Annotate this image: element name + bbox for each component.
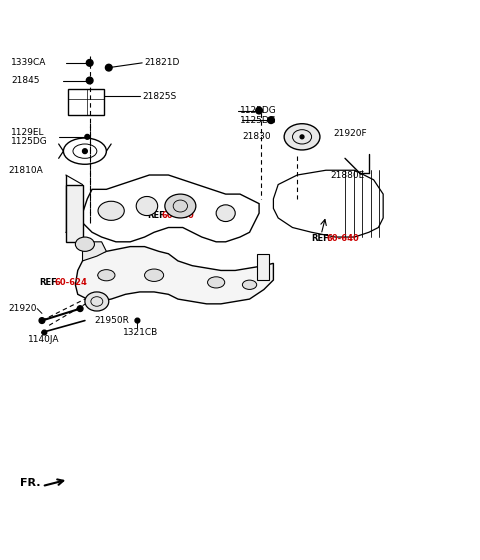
Text: 21845: 21845 — [11, 76, 39, 85]
Circle shape — [256, 108, 263, 114]
Text: 21821D: 21821D — [144, 58, 180, 67]
Polygon shape — [257, 254, 269, 280]
Text: 60-624: 60-624 — [54, 278, 87, 287]
Text: REF.: REF. — [147, 211, 167, 220]
Circle shape — [268, 117, 275, 123]
Text: 1125DG: 1125DG — [11, 137, 48, 146]
Ellipse shape — [136, 197, 157, 216]
Text: 21825S: 21825S — [142, 92, 177, 101]
Circle shape — [77, 306, 83, 311]
Text: 1125DG: 1125DG — [240, 115, 277, 125]
Text: FR.: FR. — [21, 478, 41, 488]
Circle shape — [300, 135, 304, 139]
Polygon shape — [83, 242, 107, 261]
Polygon shape — [75, 246, 274, 304]
Circle shape — [42, 330, 47, 335]
Text: 1125DG: 1125DG — [240, 106, 277, 115]
Ellipse shape — [242, 280, 257, 290]
Text: 21810A: 21810A — [9, 166, 43, 175]
Ellipse shape — [98, 201, 124, 220]
Ellipse shape — [284, 124, 320, 150]
Text: 21950R: 21950R — [95, 316, 129, 325]
Ellipse shape — [75, 237, 95, 251]
Text: 21880E: 21880E — [331, 170, 365, 180]
Polygon shape — [66, 185, 83, 242]
Circle shape — [106, 64, 112, 71]
Text: REF.: REF. — [312, 234, 331, 242]
Text: 21920F: 21920F — [333, 128, 367, 138]
Text: 60-640: 60-640 — [162, 211, 194, 220]
Text: REF.: REF. — [39, 278, 60, 287]
Circle shape — [86, 77, 93, 84]
Bar — [68, 89, 104, 115]
Ellipse shape — [98, 270, 115, 281]
Circle shape — [135, 318, 140, 323]
Ellipse shape — [207, 277, 225, 288]
Circle shape — [83, 149, 87, 153]
Text: 21920: 21920 — [9, 304, 37, 313]
Text: 1129EL: 1129EL — [11, 128, 45, 137]
Ellipse shape — [216, 205, 235, 222]
Circle shape — [85, 134, 90, 139]
Text: 60-640: 60-640 — [326, 234, 359, 242]
Text: 21830: 21830 — [242, 132, 271, 141]
Circle shape — [86, 59, 93, 66]
Text: 1339CA: 1339CA — [11, 58, 46, 67]
Text: 1321CB: 1321CB — [123, 328, 158, 337]
Text: 1140JA: 1140JA — [28, 335, 59, 344]
Ellipse shape — [165, 194, 196, 218]
Circle shape — [39, 318, 45, 324]
Ellipse shape — [144, 269, 164, 282]
Ellipse shape — [85, 292, 109, 311]
